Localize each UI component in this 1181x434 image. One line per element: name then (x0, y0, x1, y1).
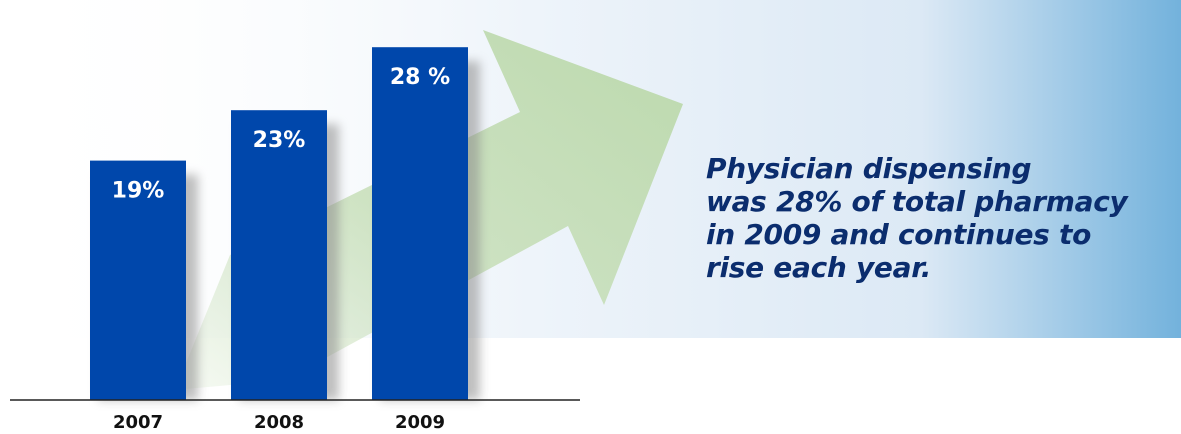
bar-2007 (90, 160, 186, 400)
x-tick-label: 2008 (254, 412, 304, 433)
bar-value-label: 19% (112, 179, 165, 204)
x-tick-labels: 2007 2008 2009 (113, 412, 445, 433)
bar-value-label: 23% (253, 128, 306, 153)
x-tick-label: 2007 (113, 412, 163, 433)
bar-2008 (231, 110, 327, 400)
callout-line-4: rise each year. (706, 251, 932, 284)
callout-line-1: Physician dispensing (706, 152, 1032, 185)
callout-text: Physician dispensing was 28% of total ph… (706, 152, 1181, 284)
bars-layer: 19% 23% 28 % (90, 47, 480, 400)
x-tick-label: 2009 (395, 412, 445, 433)
bar-2009 (372, 47, 468, 400)
callout-line-3: in 2009 and continues to (706, 218, 1092, 251)
bar-value-label: 28 % (390, 65, 450, 90)
callout-line-2: was 28% of total pharmacy (706, 185, 1128, 218)
